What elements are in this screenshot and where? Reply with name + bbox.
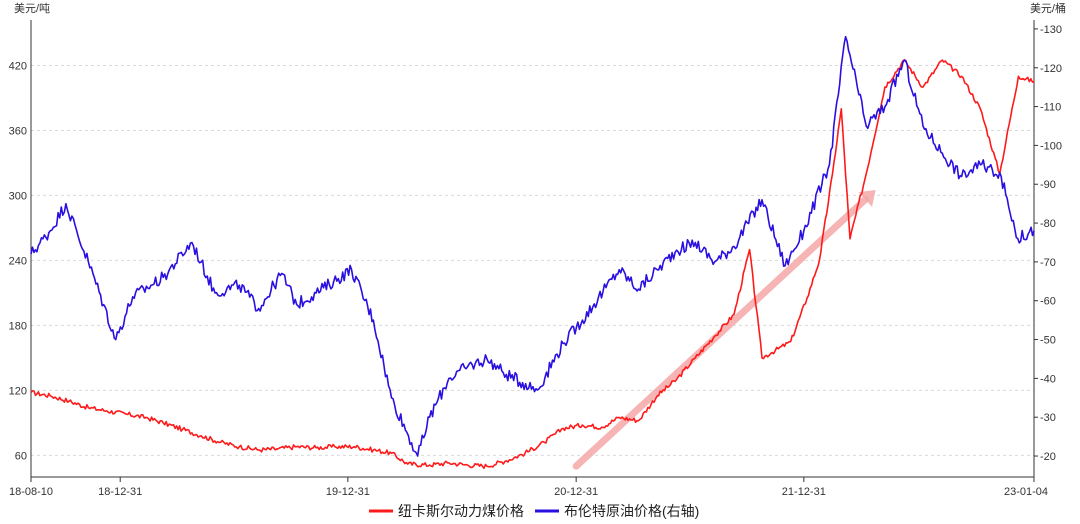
left-axis-unit: 美元/吨	[14, 2, 50, 15]
x-tick-label: 19-12-31	[326, 486, 370, 498]
series-coal-line	[30, 59, 1035, 469]
y-right-tick-label: -100	[1040, 140, 1062, 152]
right-axis-unit: 美元/桶	[1030, 1, 1066, 15]
x-tick-label: 20-12-31	[554, 486, 598, 498]
y-left-tick-label: 180	[9, 320, 27, 332]
y-right-tick-label: -70	[1040, 257, 1056, 269]
y-left-tick-label: 240	[9, 255, 27, 267]
gridlines	[31, 64, 1034, 456]
y-right-tick-label: -120	[1040, 63, 1062, 75]
legend: 纽卡斯尔动力煤价格 布伦特原油价格(右轴)	[369, 503, 699, 519]
tick-labels: 60 120 180 240 300 360 420 -20 -30 -40 -50 -60 -70 -8…	[9, 24, 1062, 498]
y-right-tick-label: -40	[1040, 373, 1056, 385]
trend-arrow-shaft	[572, 196, 869, 470]
y-left-tick-label: 360	[9, 125, 27, 137]
x-tick-label: 18-12-31	[98, 486, 142, 498]
series-lines	[30, 35, 1035, 469]
y-right-tick-label: -130	[1040, 24, 1062, 36]
trend-arrow-head	[858, 190, 876, 207]
y-right-tick-label: -50	[1040, 335, 1056, 347]
trend-arrow	[572, 190, 876, 470]
y-left-tick-label: 60	[15, 450, 27, 462]
legend-coal-label: 纽卡斯尔动力煤价格	[398, 503, 524, 519]
y-right-tick-label: -30	[1040, 412, 1056, 424]
x-tick-label: 21-12-31	[782, 486, 826, 498]
y-left-tick-label: 120	[9, 385, 27, 397]
x-tick-label: 23-01-04	[1004, 486, 1048, 498]
axes	[30, 20, 1038, 482]
series-brent-line	[30, 35, 1035, 457]
y-right-tick-label: -80	[1040, 218, 1056, 230]
y-left-tick-label: 420	[9, 60, 27, 72]
y-left-tick-label: 300	[9, 190, 27, 202]
y-right-tick-label: -20	[1040, 451, 1056, 463]
y-right-tick-label: -60	[1040, 296, 1056, 308]
legend-brent-label: 布伦特原油价格(右轴)	[564, 503, 699, 519]
y-right-tick-label: -90	[1040, 179, 1056, 191]
y-right-tick-label: -110	[1040, 102, 1061, 114]
x-tick-label: 18-08-10	[9, 486, 53, 498]
